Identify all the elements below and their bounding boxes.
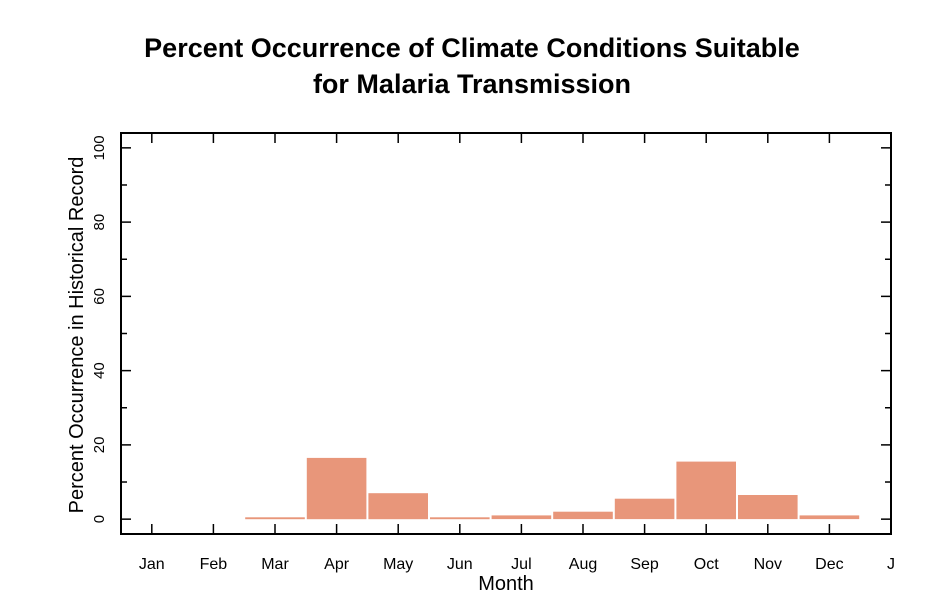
x-tick-label: Jul <box>511 556 531 573</box>
bar-jul <box>491 515 552 520</box>
x-tick-label: J <box>887 556 895 573</box>
y-tick-label: 60 <box>91 288 108 305</box>
x-tick-label: Sep <box>630 556 659 573</box>
bar-sep <box>614 498 675 520</box>
bar-apr <box>306 457 367 520</box>
y-axis-label: Percent Occurrence in Historical Record <box>66 157 88 514</box>
chart-title-line-1: Percent Occurrence of Climate Conditions… <box>144 33 800 63</box>
x-ticks-group: Jan Feb Mar Apr May Jun Jul Aug Sep Oct Nov Dec J <box>139 133 895 573</box>
chart-title-line-2: for Malaria Transmission <box>312 69 632 99</box>
bar-may <box>368 493 428 520</box>
x-tick-label: Mar <box>261 556 289 573</box>
y-ticks-group: 0 20 40 60 80 100 <box>91 135 891 523</box>
x-tick-label: May <box>383 556 413 573</box>
x-tick-label: Aug <box>569 556 597 573</box>
x-tick-label: Jan <box>139 556 165 573</box>
x-tick-label: Jun <box>447 556 473 573</box>
bar-dec <box>799 515 860 520</box>
y-tick-label: 40 <box>91 362 108 379</box>
x-tick-label: Dec <box>815 556 843 573</box>
bar-aug <box>553 511 613 520</box>
bars-group <box>245 457 860 520</box>
y-tick-label: 20 <box>91 437 108 454</box>
x-tick-label: Feb <box>200 556 228 573</box>
bar-mar <box>245 517 305 520</box>
x-axis-label: Month <box>478 573 534 595</box>
y-tick-label: 100 <box>91 135 108 160</box>
bar-jun <box>430 517 490 520</box>
x-tick-label: Nov <box>754 556 782 573</box>
y-tick-label: 80 <box>91 214 108 231</box>
x-tick-label: Oct <box>694 556 719 573</box>
plot-frame <box>120 132 892 535</box>
x-tick-label: Apr <box>324 556 350 573</box>
bar-nov <box>738 495 798 520</box>
chart-title: Percent Occurrence of Climate Conditions… <box>0 30 944 102</box>
y-tick-label: 0 <box>91 515 108 523</box>
bar-oct <box>676 461 736 520</box>
